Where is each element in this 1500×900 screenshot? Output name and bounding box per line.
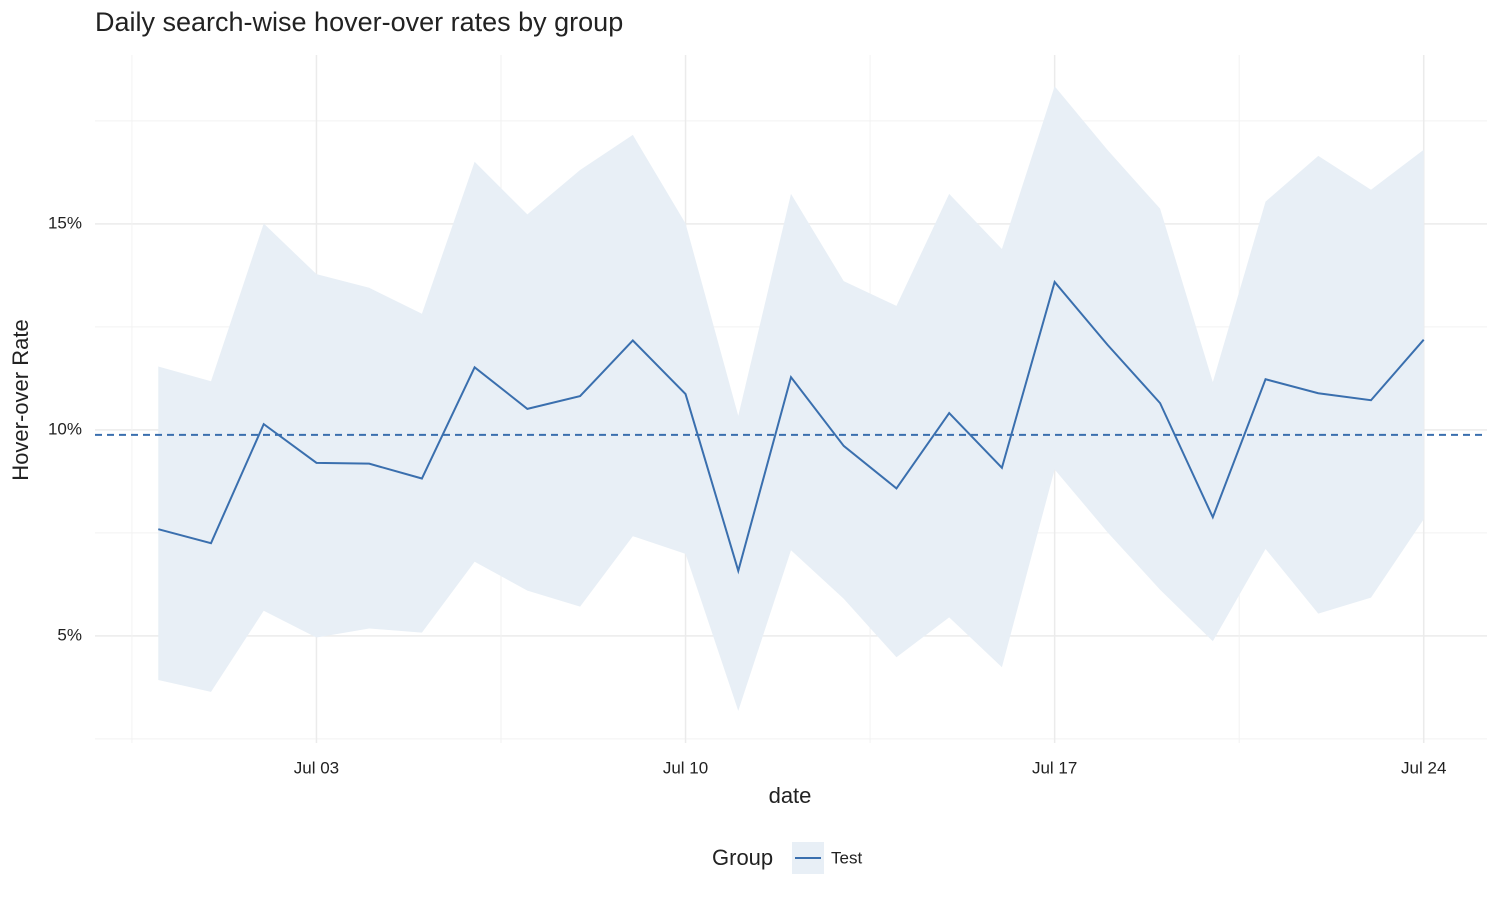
legend-label: Test [831, 848, 862, 867]
x-axis-label: date [769, 783, 812, 808]
legend-key [792, 842, 824, 874]
chart-title: Daily search-wise hover-over rates by gr… [95, 7, 623, 37]
y-tick-label: 10% [48, 419, 82, 438]
legend-title: Group [712, 845, 773, 870]
x-tick-label: Jul 10 [663, 758, 708, 777]
x-tick-label: Jul 24 [1401, 758, 1446, 777]
confidence-band [158, 86, 1424, 711]
y-tick-label: 5% [57, 625, 82, 644]
y-axis-label: Hover-over Rate [8, 319, 33, 480]
x-tick-label: Jul 03 [294, 758, 339, 777]
series-line [158, 279, 1425, 575]
x-tick-label: Jul 17 [1032, 758, 1077, 777]
y-tick-label: 15% [48, 213, 82, 232]
